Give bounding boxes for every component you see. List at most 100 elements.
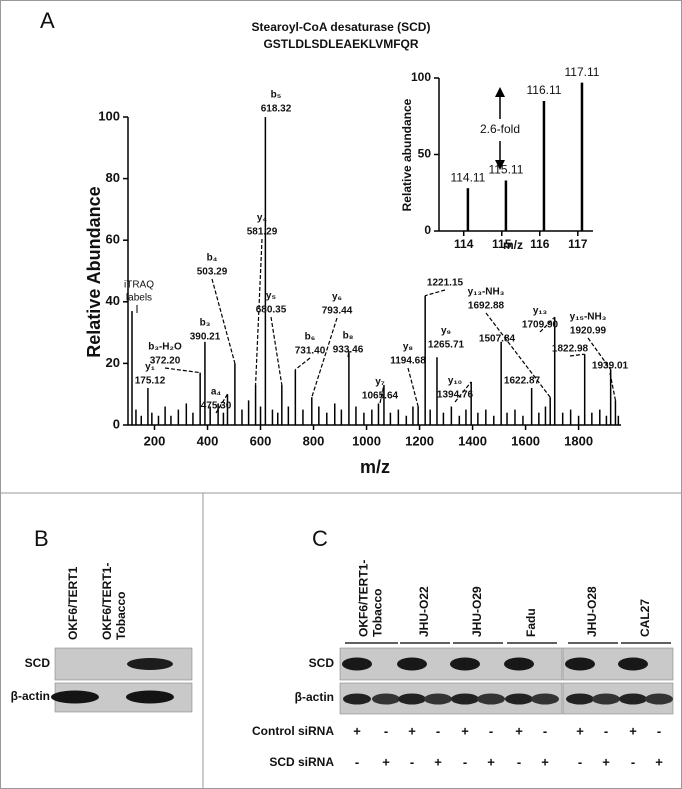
- band: [645, 693, 673, 705]
- peak-mz-label: 731.40: [295, 346, 326, 357]
- y-tick-label: 100: [98, 108, 120, 123]
- treatment-sign: -: [517, 754, 521, 769]
- peak-mz-label: 390.21: [190, 332, 221, 343]
- peak-mz-label: 1065.64: [362, 391, 399, 402]
- peak-mz-label: 1939.01: [592, 361, 629, 372]
- y-axis-label: Relative Abundance: [84, 186, 104, 357]
- treatment-sign: +: [408, 723, 416, 738]
- row-label: β-actin: [295, 690, 334, 704]
- leader: [215, 393, 228, 414]
- inset-y-axis-label: Relative abundance: [400, 98, 414, 211]
- treatment-sign: -: [436, 723, 440, 738]
- leader: [454, 381, 472, 403]
- x-tick-label: 1200: [405, 433, 434, 448]
- x-tick-label: 1000: [352, 433, 381, 448]
- band: [424, 693, 452, 705]
- peak-ion-label: y₁₃-NH₃: [468, 287, 505, 298]
- treatment-sign: +: [382, 754, 390, 769]
- inset-x-tick-label: 115: [492, 237, 512, 251]
- arrow-head: [495, 87, 505, 97]
- annotation: 2.6-fold: [480, 122, 520, 136]
- treatment-sign: +: [515, 723, 523, 738]
- chart-subtitle: GSTLDLSDLEAEKLVMFQR: [263, 37, 418, 51]
- x-tick-label: 600: [250, 433, 272, 448]
- group-label: JHU-O28: [585, 586, 599, 637]
- band: [451, 693, 479, 705]
- inset-x-axis-label: m/z: [503, 238, 523, 252]
- y-tick-label: 60: [106, 232, 120, 247]
- treatment-sign: +: [629, 723, 637, 738]
- inset-y-tick-label: 100: [411, 70, 431, 84]
- peak-ion-label: y₄: [257, 213, 268, 224]
- inset-x-tick-label: 116: [530, 237, 550, 251]
- treatment-sign: -: [657, 723, 661, 738]
- inset-y-tick-label: 0: [424, 223, 431, 237]
- peak-mz-label: 1622.87: [504, 376, 541, 387]
- treatment-sign: +: [461, 723, 469, 738]
- leader: [587, 337, 612, 370]
- peak-mz-label: 1709.90: [522, 320, 559, 331]
- treatment-sign: -: [489, 723, 493, 738]
- band: [504, 657, 534, 671]
- x-tick-label: 200: [144, 433, 166, 448]
- row-label: SCD: [25, 656, 51, 670]
- treatment-sign: -: [384, 723, 388, 738]
- annotation: labels: [126, 293, 152, 304]
- leader: [539, 316, 556, 333]
- peak-mz-label: 372.20: [150, 356, 181, 367]
- row-label: β-actin: [11, 689, 50, 703]
- panel-label: B: [34, 526, 49, 551]
- x-tick-label: 1600: [511, 433, 540, 448]
- y-tick-label: 20: [106, 355, 120, 370]
- peak-ion-label: b₆: [305, 332, 316, 343]
- peak-mz-label: 581.29: [247, 227, 278, 238]
- peak-mz-label: 115.11: [488, 163, 523, 177]
- peak-mz-label: 117.11: [565, 65, 600, 79]
- x-tick-label: 1800: [564, 433, 593, 448]
- treatment-sign: +: [353, 723, 361, 738]
- peak-mz-label: 116.11: [526, 83, 561, 97]
- peak-mz-label: 175.12: [135, 376, 166, 387]
- leader: [311, 317, 338, 398]
- inset-x-tick-label: 117: [568, 237, 588, 251]
- band: [566, 693, 594, 705]
- x-tick-label: 400: [197, 433, 219, 448]
- peak-ion-label: a₄: [211, 387, 222, 398]
- treatment-sign: +: [576, 723, 584, 738]
- panel-label: A: [40, 8, 55, 33]
- chart-title: Stearoyl-CoA desaturase (SCD): [252, 20, 431, 34]
- y-tick-label: 40: [106, 293, 120, 308]
- treatment-sign: +: [541, 754, 549, 769]
- leader: [379, 384, 385, 404]
- treatment-sign: -: [578, 754, 582, 769]
- arrow-head: [495, 160, 505, 170]
- peak-ion-label: y₉: [441, 326, 451, 337]
- peak-mz-label: 1221.15: [427, 278, 464, 289]
- peak-ion-label: y₇: [375, 377, 385, 388]
- leader: [609, 372, 617, 401]
- peak-mz-label: 475.30: [201, 401, 232, 412]
- x-tick-label: 800: [303, 433, 325, 448]
- peak-mz-label: 1692.88: [468, 301, 505, 312]
- group-label: JHU-O29: [470, 586, 484, 637]
- peak-ion-label: y₅: [266, 291, 277, 302]
- treatment-sign: -: [543, 723, 547, 738]
- peak-mz-label: 1194.68: [390, 356, 426, 367]
- band: [592, 693, 620, 705]
- peak-mz-label: 1394.76: [437, 390, 474, 401]
- peak-mz-label: 1920.99: [570, 326, 607, 337]
- y-tick-label: 80: [106, 170, 120, 185]
- lane-label: OKF6/TERT1-: [100, 563, 114, 640]
- treatment-sign: -: [355, 754, 359, 769]
- treatment-sign: -: [604, 723, 608, 738]
- peak-ion-label: y₁₅-NH₃: [570, 312, 607, 323]
- band: [342, 657, 372, 671]
- treatment-label: Control siRNA: [252, 724, 334, 738]
- peak-mz-label: 114.11: [450, 170, 485, 184]
- peak-ion-label: y₈: [403, 342, 414, 353]
- band: [372, 693, 400, 705]
- peak-mz-label: 1822.98: [552, 344, 589, 355]
- leader: [407, 367, 419, 407]
- peak-mz-label: 793.44: [322, 306, 353, 317]
